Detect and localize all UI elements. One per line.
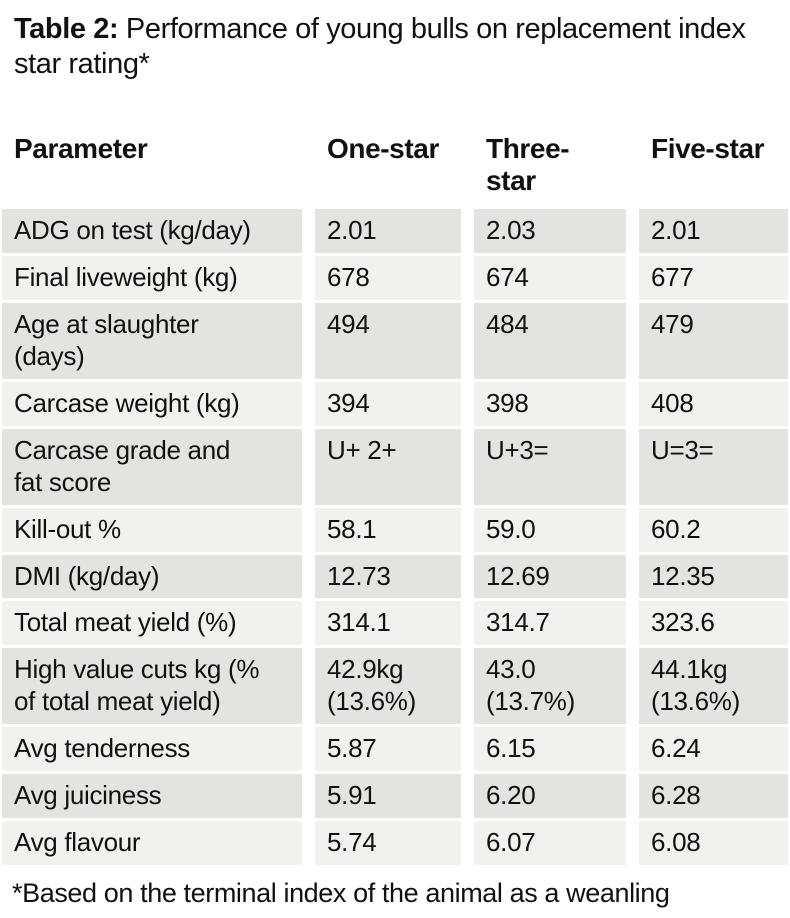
cell-one-star: 58.1 bbox=[315, 507, 461, 552]
cell-one-star: 5.87 bbox=[315, 727, 461, 772]
table-row: ADG on test (kg/day) 2.01 2.03 2.01 bbox=[2, 208, 788, 253]
table-row: Age at slaughter (days) 494 484 479 bbox=[2, 302, 788, 379]
cell-three-star: 43.0 (13.7%) bbox=[474, 648, 626, 725]
table-row: Avg tenderness 5.87 6.15 6.24 bbox=[2, 727, 788, 772]
cell-one-star: 2.01 bbox=[315, 208, 461, 253]
cell-three-star: 6.20 bbox=[474, 774, 626, 819]
row-label: ADG on test (kg/day) bbox=[2, 208, 302, 253]
column-header-five-star: Five-star bbox=[639, 132, 788, 197]
cell-three-star: 12.69 bbox=[474, 554, 626, 599]
table-row: DMI (kg/day) 12.73 12.69 12.35 bbox=[2, 554, 788, 599]
cell-one-star: U+ 2+ bbox=[315, 428, 461, 505]
table-row: Avg juiciness 5.91 6.20 6.28 bbox=[2, 774, 788, 819]
cell-five-star: 677 bbox=[639, 255, 788, 300]
cell-three-star: 6.07 bbox=[474, 821, 626, 866]
column-header-one-star: One-star bbox=[315, 132, 461, 197]
cell-three-star: 314.7 bbox=[474, 601, 626, 646]
cell-one-star: 5.91 bbox=[315, 774, 461, 819]
row-label: Avg flavour bbox=[2, 821, 302, 866]
table-footnote: *Based on the terminal index of the anim… bbox=[12, 878, 670, 909]
table-title-text: Performance of young bulls on replacemen… bbox=[14, 13, 746, 81]
table-row: High value cuts kg (% of total meat yiel… bbox=[2, 648, 788, 725]
cell-three-star: U+3= bbox=[474, 428, 626, 505]
row-label: Final liveweight (kg) bbox=[2, 255, 302, 300]
row-label: Avg tenderness bbox=[2, 727, 302, 772]
table-title: Table 2: Performance of young bulls on r… bbox=[2, 12, 788, 83]
cell-five-star: 323.6 bbox=[639, 601, 788, 646]
table-row: Final liveweight (kg) 678 674 677 bbox=[2, 255, 788, 300]
cell-three-star: 484 bbox=[474, 302, 626, 379]
cell-three-star: 6.15 bbox=[474, 727, 626, 772]
cell-five-star: 60.2 bbox=[639, 507, 788, 552]
row-label: Kill-out % bbox=[2, 507, 302, 552]
table-body: ADG on test (kg/day) 2.01 2.03 2.01 Fina… bbox=[2, 208, 788, 866]
row-label: Carcase grade and fat score bbox=[2, 428, 302, 505]
cell-three-star: 398 bbox=[474, 381, 626, 426]
row-label: Avg juiciness bbox=[2, 774, 302, 819]
row-label: Carcase weight (kg) bbox=[2, 381, 302, 426]
cell-one-star: 5.74 bbox=[315, 821, 461, 866]
table-row: Carcase grade and fat score U+ 2+ U+3= U… bbox=[2, 428, 788, 505]
cell-one-star: 678 bbox=[315, 255, 461, 300]
row-label: DMI (kg/day) bbox=[2, 554, 302, 599]
cell-five-star: 408 bbox=[639, 381, 788, 426]
cell-three-star: 59.0 bbox=[474, 507, 626, 552]
column-header-three-star: Three-star bbox=[474, 132, 626, 197]
cell-five-star: 6.28 bbox=[639, 774, 788, 819]
table-row: Avg flavour 5.74 6.07 6.08 bbox=[2, 821, 788, 866]
table-title-prefix: Table 2: bbox=[14, 13, 119, 45]
column-header-parameter: Parameter bbox=[2, 132, 302, 197]
cell-five-star: 6.24 bbox=[639, 727, 788, 772]
row-label: Total meat yield (%) bbox=[2, 601, 302, 646]
cell-five-star: 12.35 bbox=[639, 554, 788, 599]
cell-one-star: 12.73 bbox=[315, 554, 461, 599]
cell-five-star: 479 bbox=[639, 302, 788, 379]
table-row: Carcase weight (kg) 394 398 408 bbox=[2, 381, 788, 426]
cell-three-star: 2.03 bbox=[474, 208, 626, 253]
cell-one-star: 314.1 bbox=[315, 601, 461, 646]
table-row: Kill-out % 58.1 59.0 60.2 bbox=[2, 507, 788, 552]
table-row: Total meat yield (%) 314.1 314.7 323.6 bbox=[2, 601, 788, 646]
row-label: High value cuts kg (% of total meat yiel… bbox=[2, 648, 302, 725]
table-header-row: Parameter One-star Three-star Five-star bbox=[2, 132, 788, 197]
cell-one-star: 394 bbox=[315, 381, 461, 426]
cell-five-star: U=3= bbox=[639, 428, 788, 505]
cell-five-star: 2.01 bbox=[639, 208, 788, 253]
cell-one-star: 42.9kg (13.6%) bbox=[315, 648, 461, 725]
cell-five-star: 44.1kg (13.6%) bbox=[639, 648, 788, 725]
cell-one-star: 494 bbox=[315, 302, 461, 379]
cell-five-star: 6.08 bbox=[639, 821, 788, 866]
row-label: Age at slaughter (days) bbox=[2, 302, 302, 379]
cell-three-star: 674 bbox=[474, 255, 626, 300]
